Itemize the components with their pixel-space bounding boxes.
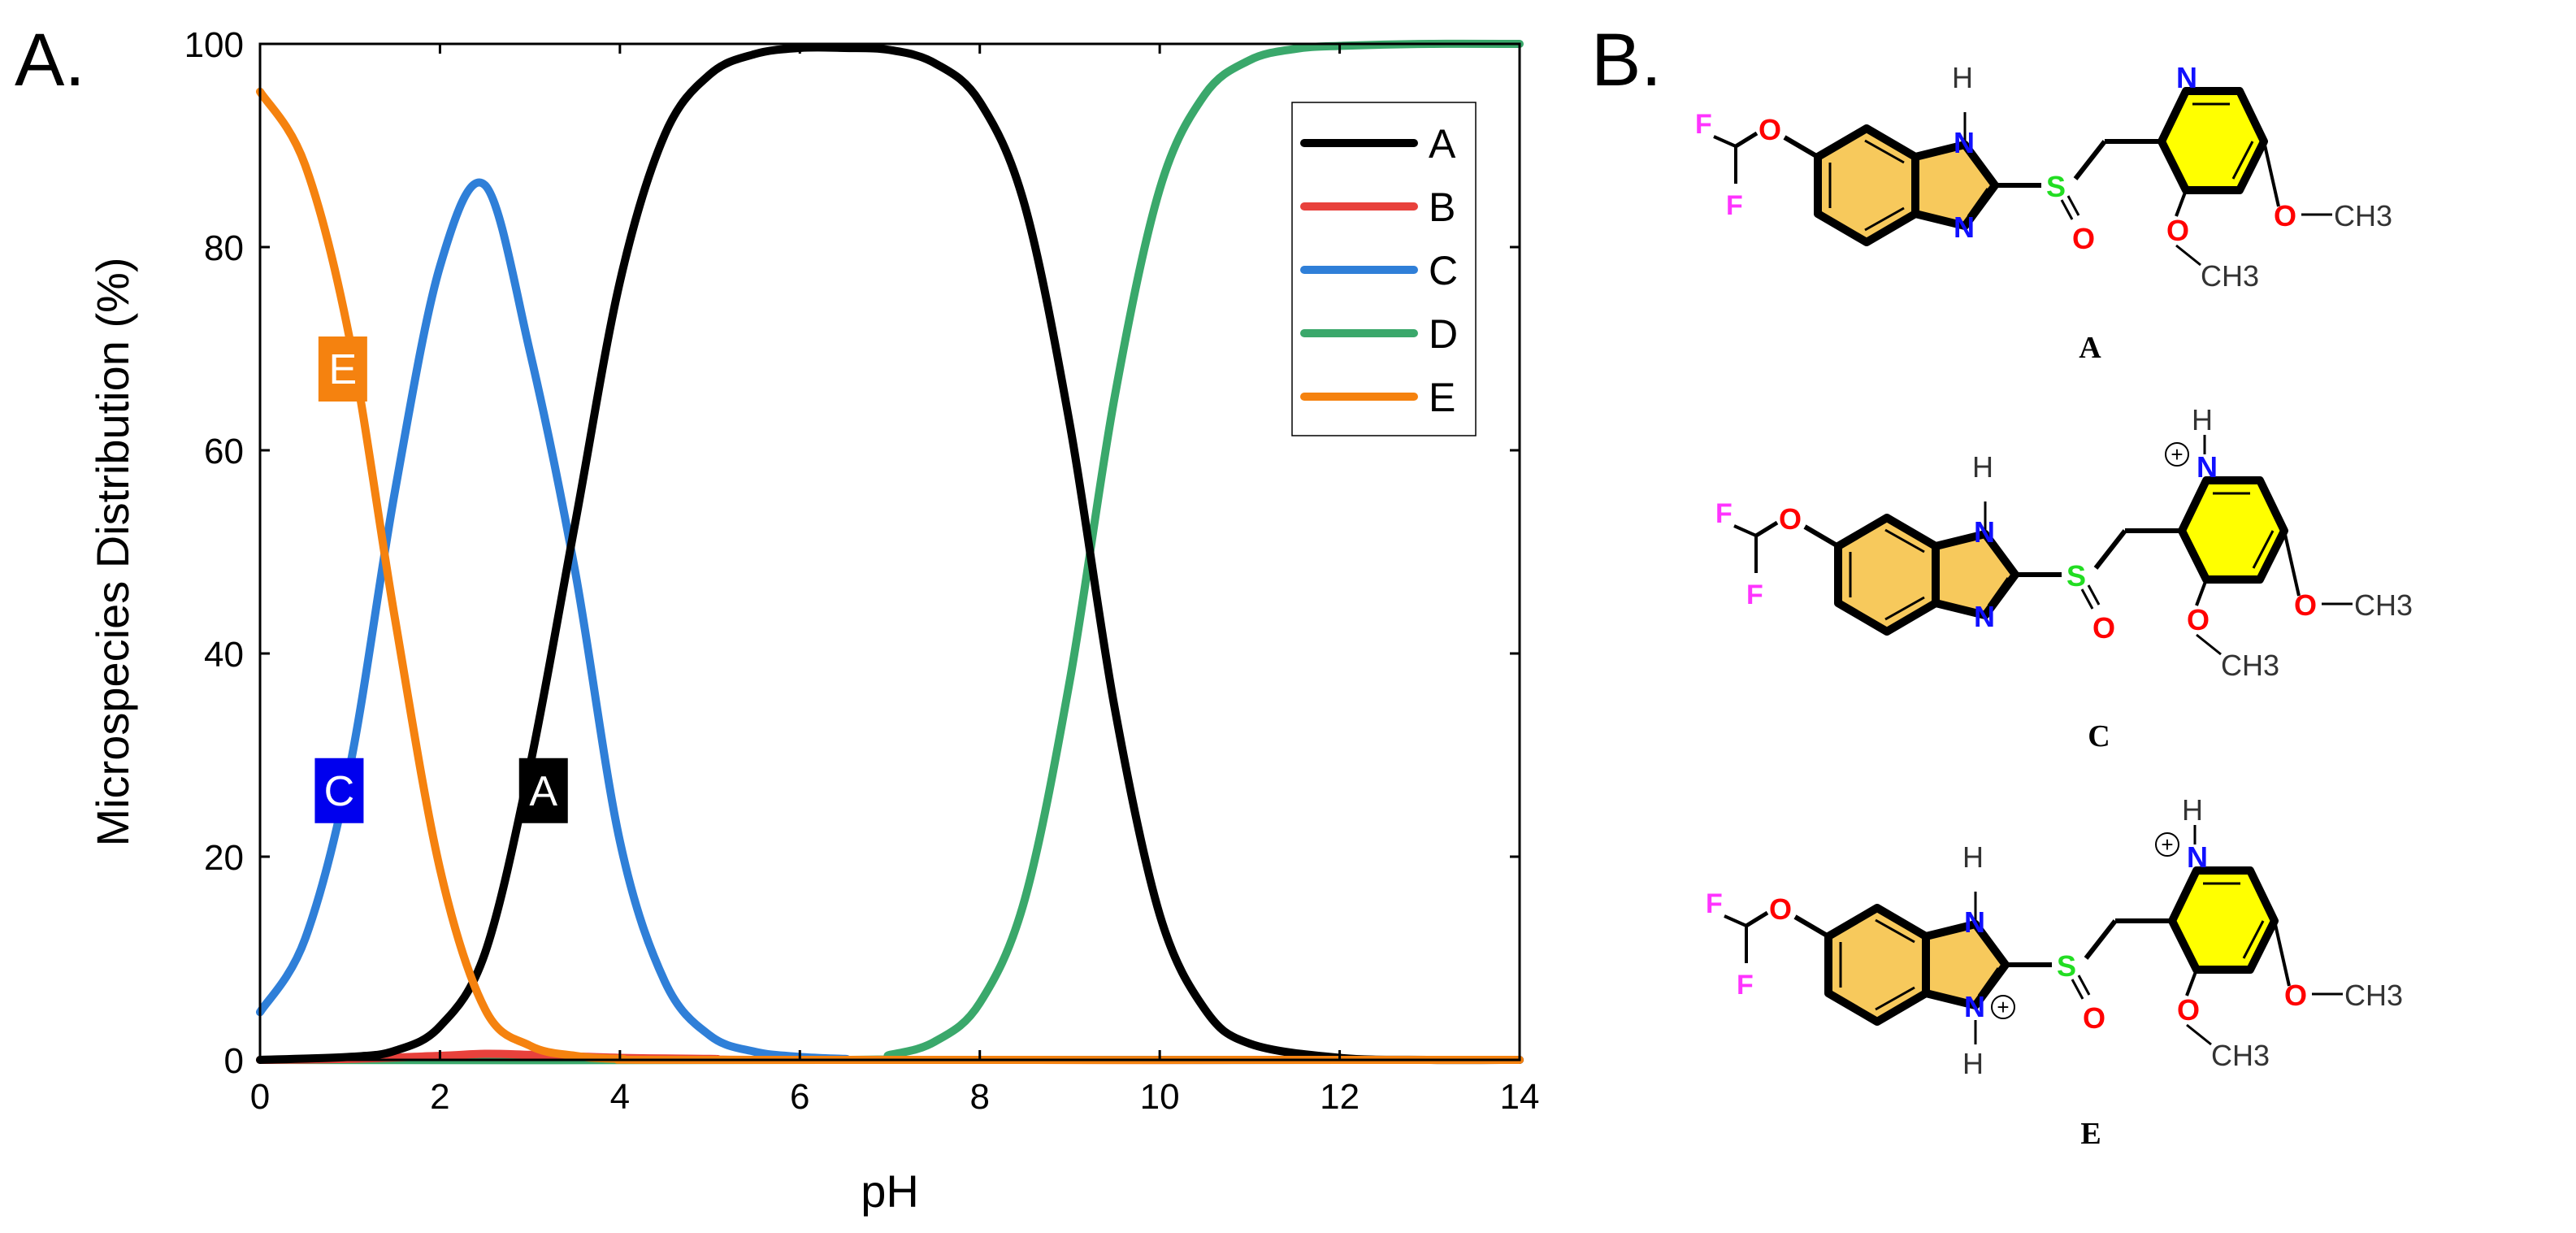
atom-f: F [1726,190,1743,221]
structure-caption: C [2088,719,2110,753]
atom-o: O [2284,979,2307,1012]
atom-h: H [2192,403,2213,436]
methyl-group: CH3 [2221,649,2279,682]
charge-sign: + [2171,442,2183,467]
methyl-group: CH3 [2201,259,2259,293]
legend-label-b: B [1429,185,1455,230]
atom-o: O [2092,611,2115,645]
series-tag-label: E [329,346,358,393]
atom-f: F [1746,580,1763,610]
atom-n: N [2197,450,2218,484]
atom-h: H [1972,450,1993,484]
atom-o: O [2072,222,2095,255]
x-tick-label: 8 [969,1077,989,1117]
atom-s: S [2046,170,2066,203]
structure-a: H N N N S O O F F O O CH3 CH3 A [1695,61,2392,365]
charge-sign: + [1997,995,2009,1019]
x-tick-label: 4 [610,1077,630,1117]
panel-a-label: A. [15,19,85,102]
atom-o: O [1769,892,1792,926]
structure-e: H N N H + N H + S O O F F O O CH3 CH3 E [1706,793,2403,1151]
atom-s: S [2057,949,2076,983]
y-tick-label: 20 [204,838,244,878]
atom-o: O [2177,993,2200,1027]
methyl-group: CH3 [2334,199,2392,232]
structure-caption: A [2079,331,2101,365]
y-axis-label: Microspecies Distribution (%) [87,257,138,846]
methyl-group: CH3 [2211,1039,2270,1072]
atom-n: N [1974,600,1995,633]
series-layer [256,39,1524,1065]
atom-o: O [1759,113,1781,146]
atom-n: N [2187,840,2208,874]
x-tick-label: 2 [430,1077,449,1117]
methyl-group: CH3 [2344,979,2403,1012]
plot-frame [258,42,1521,1062]
x-tick-label: 14 [1500,1077,1540,1117]
series-tag-e [318,336,367,402]
series-tag-label: A [529,768,557,815]
structure-caption: E [2080,1117,2101,1151]
series-tag-label: C [324,768,355,815]
distribution-chart: E C A 0 2 4 6 8 10 12 14 0 20 40 60 80 100 pH Microspec… [87,25,1539,1217]
y-tick-label: 80 [204,228,244,268]
atom-o: O [1779,502,1802,536]
y-tick-label: 100 [184,25,244,65]
tick-layer: 0 2 4 6 8 10 12 14 0 20 40 60 80 100 [184,25,1540,1117]
atom-h: H [1962,840,1984,874]
atom-n: N [1974,515,1995,549]
atom-h: H [1962,1047,1984,1080]
atom-f: F [1706,888,1723,919]
atom-h: H [2182,793,2203,827]
charge-sign: + [2161,832,2173,857]
atom-n: N [1954,211,1975,244]
atom-n: N [1964,990,1985,1023]
y-tick-label: 0 [224,1041,244,1081]
legend-label-e: E [1429,375,1455,420]
atom-f: F [1695,109,1712,140]
x-tick-label: 12 [1320,1077,1360,1117]
positive-charge [2165,442,2189,467]
atom-n: N [1954,126,1975,159]
y-tick-label: 60 [204,432,244,471]
atom-n: N [1964,905,1985,939]
atom-h: H [1952,61,1973,94]
panel-b-label: B. [1591,19,1662,102]
x-tick-label: 0 [250,1077,270,1117]
atom-o: O [2294,588,2317,622]
atom-f: F [1715,498,1733,529]
series-line-a [256,43,1524,1065]
methyl-group: CH3 [2354,588,2413,622]
positive-charge [2155,832,2179,857]
atom-s: S [2066,559,2086,593]
atom-o: O [2187,603,2210,636]
series-tag-c [314,758,364,823]
atom-o: O [2083,1001,2105,1035]
atom-o: O [2274,199,2296,232]
atom-o: O [2166,214,2189,247]
series-tag-a [518,758,568,823]
y-tick-label: 40 [204,635,244,675]
annotation-layer: E C A [314,336,568,823]
legend-label-a: A [1429,121,1456,167]
positive-charge [1991,995,2015,1019]
legend-label-c: C [1429,248,1458,293]
structure-c: H N N N H + S O O F F O O CH3 CH3 C [1715,403,2413,753]
atom-f: F [1737,970,1754,1001]
legend-label-d: D [1429,311,1458,357]
atom-n: N [2176,61,2197,94]
x-tick-label: 6 [790,1077,809,1117]
x-axis-label: pH [861,1166,919,1217]
x-tick-label: 10 [1140,1077,1180,1117]
